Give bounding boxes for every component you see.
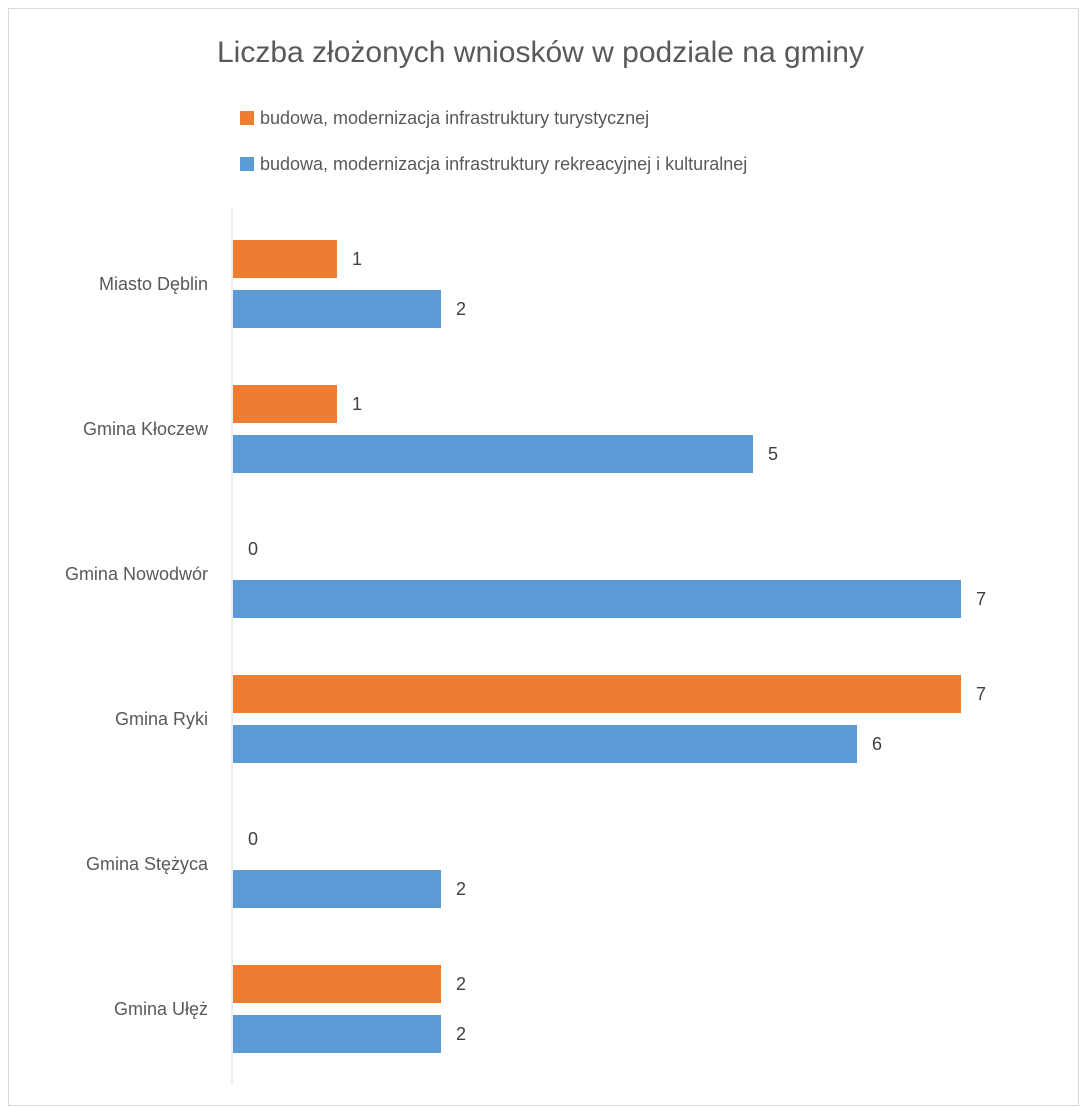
legend-swatch-tourism (240, 111, 254, 125)
legend-label-tourism: budowa, modernizacja infrastruktury tury… (260, 107, 650, 128)
legend-item-tourism: budowa, modernizacja infrastruktury tury… (240, 106, 649, 130)
category-label: Gmina Stężyca (86, 854, 209, 874)
bar-recreation (233, 870, 441, 908)
legend-swatch-recreation (240, 157, 254, 171)
data-label-recreation: 2 (456, 879, 466, 899)
data-label-tourism: 7 (976, 684, 986, 704)
data-label-tourism: 2 (456, 974, 466, 994)
data-label-tourism: 1 (352, 394, 362, 414)
chart-frame (8, 8, 1079, 1106)
bar-recreation (233, 290, 441, 328)
bar-recreation (233, 580, 961, 618)
bar-recreation (233, 435, 753, 473)
chart-title: Liczba złożonych wniosków w podziale na … (217, 36, 864, 69)
bar-tourism (233, 385, 337, 423)
data-label-recreation: 2 (456, 299, 466, 319)
data-label-recreation: 2 (456, 1024, 466, 1044)
data-label-tourism: 0 (248, 539, 258, 559)
legend-item-recreation: budowa, modernizacja infrastruktury rekr… (240, 152, 747, 176)
category-label: Gmina Kłoczew (83, 419, 209, 439)
data-label-recreation: 6 (872, 734, 882, 754)
data-label-recreation: 5 (768, 444, 778, 464)
category-label: Gmina Ryki (115, 709, 208, 729)
bar-recreation (233, 725, 857, 763)
bar-recreation (233, 1015, 441, 1053)
bar-tourism (233, 240, 337, 278)
bar-tourism (233, 675, 961, 713)
data-label-tourism: 1 (352, 249, 362, 269)
data-label-recreation: 7 (976, 589, 986, 609)
category-label: Gmina Ułęż (114, 999, 208, 1019)
bar-tourism (233, 965, 441, 1003)
legend-label-recreation: budowa, modernizacja infrastruktury rekr… (260, 153, 748, 174)
category-label: Gmina Nowodwór (65, 564, 208, 584)
category-label: Miasto Dęblin (99, 274, 208, 294)
data-label-tourism: 0 (248, 829, 258, 849)
